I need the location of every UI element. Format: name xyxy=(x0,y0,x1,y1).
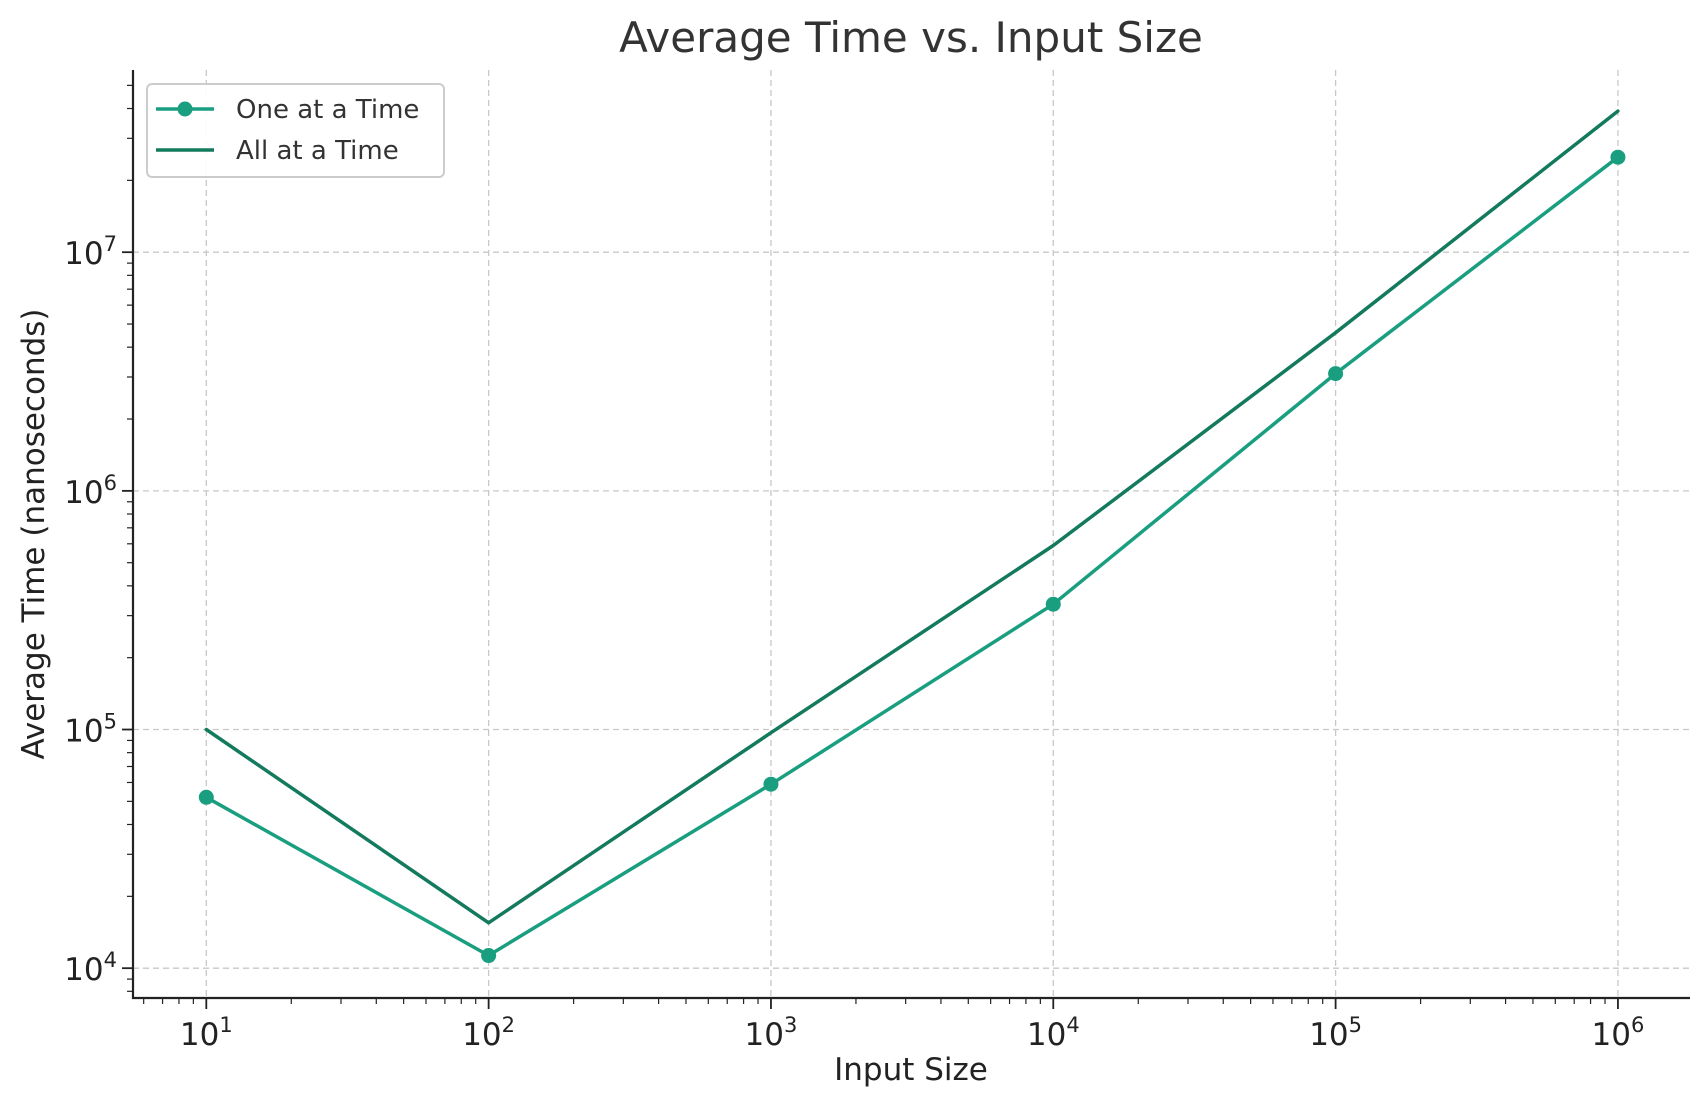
x-tick-label: 105 xyxy=(1309,1013,1362,1053)
grid-layer xyxy=(133,70,1690,998)
x-tick-label: 104 xyxy=(1027,1013,1080,1053)
y-tick-label: 107 xyxy=(64,232,117,272)
data-point-one-at-a-time xyxy=(1045,596,1061,612)
data-point-one-at-a-time xyxy=(1610,149,1626,165)
chart-title: Average Time vs. Input Size xyxy=(619,13,1203,62)
x-tick-label: 103 xyxy=(745,1013,798,1053)
legend-box xyxy=(146,83,445,178)
legend-marker-one-at-a-time xyxy=(177,101,193,117)
data-point-one-at-a-time xyxy=(1328,366,1344,382)
x-axis-label: Input Size xyxy=(834,1052,988,1088)
x-tick-label: 102 xyxy=(462,1013,515,1053)
legend-label-all-at-a-time: All at a Time xyxy=(236,136,399,166)
legend-label-one-at-a-time: One at a Time xyxy=(236,95,419,125)
y-tick-label: 104 xyxy=(64,948,117,988)
data-point-one-at-a-time xyxy=(481,948,497,964)
axes-layer: 101 102 103 104 105 106 104 105 106 107 xyxy=(64,70,1690,1053)
data-point-one-at-a-time xyxy=(763,776,779,792)
series-line-one-at-a-time xyxy=(204,155,1620,958)
x-tick-label: 101 xyxy=(180,1013,233,1053)
data-point-one-at-a-time xyxy=(198,789,214,805)
y-tick-label: 106 xyxy=(64,471,117,511)
series-line-all-at-a-time xyxy=(204,109,1620,925)
x-tick-label: 106 xyxy=(1592,1013,1645,1053)
y-tick-label: 105 xyxy=(64,710,117,750)
legend: One at a Time All at a Time xyxy=(146,83,445,178)
y-axis-label: Average Time (nanoseconds) xyxy=(16,308,52,759)
series-layer xyxy=(198,109,1626,964)
